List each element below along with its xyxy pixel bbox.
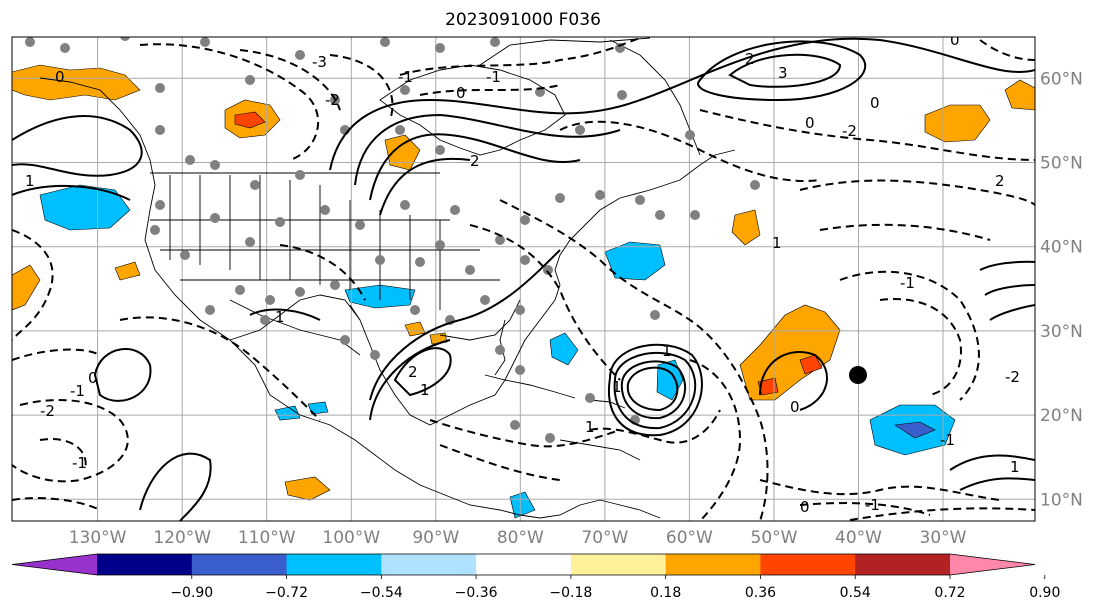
contour-label: 1 xyxy=(275,308,285,326)
graticule xyxy=(12,37,1035,521)
colorbar-tick-label: −0.36 xyxy=(455,585,498,601)
longitude-labels: 130°W 120°W 110°W 100°W 90°W 80°W 70°W 6… xyxy=(69,528,967,548)
lat-label: 40°N xyxy=(1040,238,1083,258)
contour-label: 1 xyxy=(420,381,430,399)
lon-label: 100°W xyxy=(322,528,380,548)
colorbar-swatch xyxy=(12,554,97,575)
contour-labels: -3 -1 0 -1 -2 0 1 2 3 2 0 -2 1 0 2 0 -1 … xyxy=(25,31,1020,516)
contour-label: -2 xyxy=(40,402,55,420)
contour-label: -1 xyxy=(940,431,955,449)
colorbar-tick-label: 0.72 xyxy=(934,585,965,601)
colorbar-tick-label: −0.72 xyxy=(265,585,308,601)
contour-label: 3 xyxy=(778,64,788,82)
contour-label: -1 xyxy=(70,382,85,400)
colorbar-swatch xyxy=(97,554,193,575)
colorbar-tick-label: 0.18 xyxy=(650,585,681,601)
colorbar-swatch xyxy=(476,554,572,575)
contour-label: 0 xyxy=(88,369,98,387)
dashed-contours xyxy=(12,37,1035,521)
colorbar-tick-label: −0.18 xyxy=(549,585,592,601)
contour-label: -1 xyxy=(72,454,87,472)
contour-label: 0 xyxy=(805,114,815,132)
colorbar-tick-label: 0.90 xyxy=(1029,585,1060,601)
colorbar-swatch xyxy=(855,554,951,575)
contour-label: -1 xyxy=(398,68,413,86)
contour-label: 1 xyxy=(772,234,782,252)
contour-label: 0 xyxy=(800,498,810,516)
colorbar-tick-label: −0.54 xyxy=(360,585,403,601)
colorbar-swatch xyxy=(665,554,761,575)
storm-center-marker xyxy=(849,366,867,384)
lat-label: 30°N xyxy=(1040,322,1083,342)
lat-label: 50°N xyxy=(1040,154,1083,174)
colorbar-swatch xyxy=(570,554,667,575)
contour-label: 0 xyxy=(950,31,960,49)
colorbar-tick-label: 0.54 xyxy=(840,585,871,601)
lon-label: 110°W xyxy=(238,528,296,548)
contour-label: 2 xyxy=(995,172,1005,190)
contour-label: -3 xyxy=(312,53,327,71)
lon-label: 130°W xyxy=(69,528,127,548)
colorbar-tick-label: −0.90 xyxy=(170,585,213,601)
latitude-labels: 60°N 50°N 40°N 30°N 20°N 10°N xyxy=(1040,69,1083,510)
colorbar-swatch xyxy=(381,554,477,575)
colorbar-swatch xyxy=(286,554,382,575)
lon-label: 90°W xyxy=(412,528,459,548)
contour-label: 0 xyxy=(790,398,800,416)
lat-label: 20°N xyxy=(1040,406,1083,426)
contour-label: 2 xyxy=(745,50,755,68)
contour-label: -2 xyxy=(325,91,340,109)
lon-label: 120°W xyxy=(153,528,211,548)
lat-label: 60°N xyxy=(1040,69,1083,89)
contour-label: 1 xyxy=(612,378,622,396)
lon-label: 80°W xyxy=(497,528,544,548)
contour-label: -1 xyxy=(486,68,501,86)
colorbar-swatch xyxy=(191,554,288,575)
lat-label: 10°N xyxy=(1040,490,1083,510)
contour-label: 1 xyxy=(585,418,595,436)
colorbar: −0.90 −0.72 −0.54 −0.36 −0.18 0.18 0.36 0.54 0.7… xyxy=(11,553,1060,601)
lon-label: 60°W xyxy=(666,528,713,548)
contour-label: -1 xyxy=(865,496,880,514)
colorbar-swatch xyxy=(950,554,1035,575)
contour-label: 0 xyxy=(55,68,65,86)
contour-label: -2 xyxy=(1005,368,1020,386)
map-title: 2023091000 F036 xyxy=(445,10,601,30)
contour-label: 0 xyxy=(456,84,466,102)
contour-label: -1 xyxy=(900,274,915,292)
solid-contours xyxy=(12,37,1035,521)
contour-label: 1 xyxy=(25,172,35,190)
contour-label: 1 xyxy=(662,342,672,360)
colorbar-tick-label: 0.36 xyxy=(745,585,776,601)
contour-label: 1 xyxy=(1010,458,1020,476)
lon-label: 40°W xyxy=(835,528,882,548)
colorbar-outline xyxy=(11,553,1036,576)
contour-label: 2 xyxy=(408,363,418,381)
map-frame xyxy=(11,36,1036,522)
map-panel: -3 -1 0 -1 -2 0 1 2 3 2 0 -2 1 0 2 0 -1 … xyxy=(12,31,1035,521)
colorbar-swatch xyxy=(760,554,856,575)
contour-label: 2 xyxy=(470,152,480,170)
lon-label: 70°W xyxy=(581,528,628,548)
lon-label: 50°W xyxy=(751,528,798,548)
lon-label: 30°W xyxy=(920,528,967,548)
contour-label: 0 xyxy=(870,94,880,112)
contour-label: -2 xyxy=(842,122,857,140)
